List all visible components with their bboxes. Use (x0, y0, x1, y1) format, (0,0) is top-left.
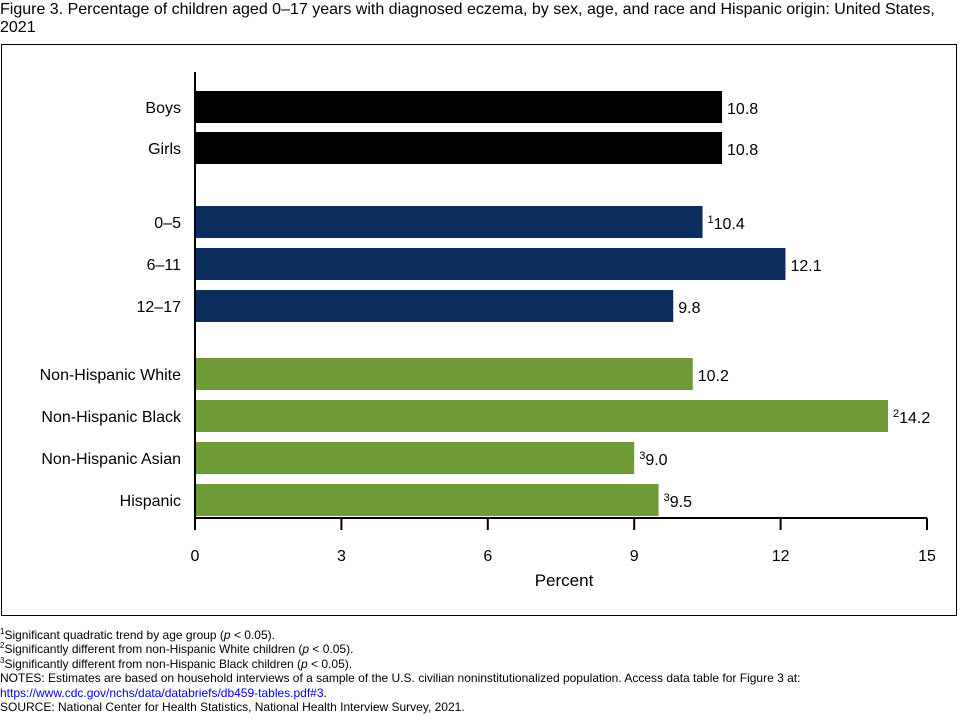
bar-6-11 (195, 248, 786, 280)
footnote-3: 3Significantly different from non-Hispan… (0, 655, 353, 671)
category-label: 12–17 (137, 299, 182, 316)
category-label: Non-Hispanic Asian (41, 451, 181, 468)
bar-0-5 (195, 206, 703, 238)
data-table-link[interactable]: https://www.cdc.gov/nchs/data/databriefs… (0, 685, 324, 700)
category-label: 6–11 (147, 257, 182, 274)
value-label: 214.2 (893, 408, 930, 427)
x-tick-label: 9 (630, 548, 639, 565)
value-label: 39.5 (664, 492, 692, 511)
x-axis-title: Percent (535, 571, 594, 590)
x-tick-label: 6 (483, 548, 492, 565)
footnote-2: 2Significantly different from non-Hispan… (0, 641, 354, 657)
category-label: Non-Hispanic Black (41, 409, 182, 426)
category-label: Boys (145, 100, 181, 117)
source-text: SOURCE: National Center for Health Stati… (0, 700, 465, 715)
value-label: 10.8 (727, 142, 758, 159)
category-label: Girls (148, 141, 181, 158)
value-label: 12.1 (790, 258, 821, 275)
category-label: Non-Hispanic White (40, 367, 181, 384)
value-label: 10.8 (727, 101, 758, 118)
bar-non-hispanic-black (195, 400, 888, 432)
x-tick-label: 0 (191, 548, 200, 565)
x-tick-label: 12 (772, 548, 790, 565)
bar-non-hispanic-white (195, 358, 693, 390)
value-label: 39.0 (639, 450, 667, 469)
value-label: 110.4 (708, 214, 745, 233)
x-tick-label: 15 (918, 548, 936, 565)
bar-girls (195, 132, 723, 164)
bar-12-17 (195, 290, 674, 322)
value-label: 9.8 (678, 300, 700, 317)
footnote-1: 1Significant quadratic trend by age grou… (0, 627, 275, 643)
category-label: Hispanic (120, 493, 181, 510)
x-tick-label: 3 (337, 548, 346, 565)
value-label: 10.2 (698, 368, 729, 385)
data-table-line: https://www.cdc.gov/nchs/data/databriefs… (0, 685, 327, 700)
bar-boys (195, 91, 723, 123)
bar-hispanic (195, 484, 659, 516)
figure-title: Figure 3. Percentage of children aged 0–… (0, 1, 935, 36)
category-label: 0–5 (154, 215, 181, 232)
chart-frame (1, 44, 957, 616)
footnotes: 1Significant quadratic trend by age grou… (0, 627, 955, 715)
notes-text: NOTES: Estimates are based on household … (0, 671, 801, 686)
bar-non-hispanic-asian (195, 442, 635, 474)
